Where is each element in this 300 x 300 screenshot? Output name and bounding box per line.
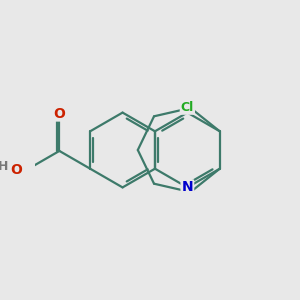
Text: O: O <box>53 106 65 121</box>
Text: O: O <box>11 163 22 177</box>
Text: H: H <box>0 160 8 172</box>
Text: N: N <box>182 180 193 194</box>
Text: Cl: Cl <box>181 101 194 114</box>
